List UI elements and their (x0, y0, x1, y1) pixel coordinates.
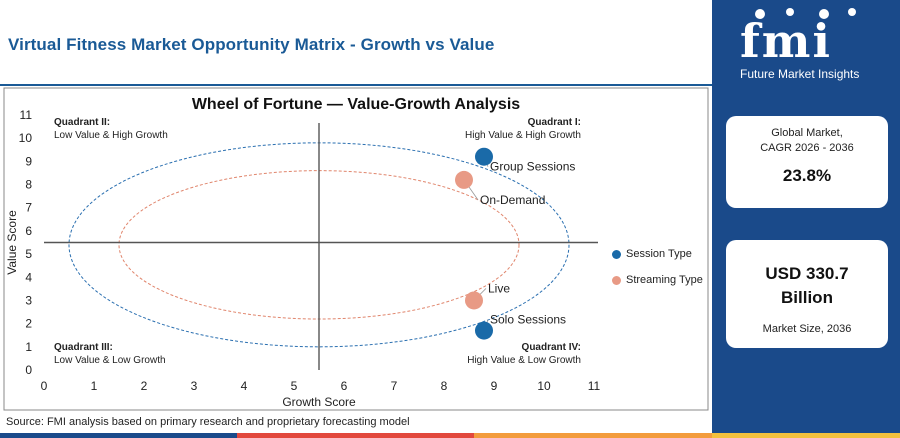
cagr-label-2: CAGR 2026 - 2036 (760, 142, 854, 154)
data-point-label: Live (488, 281, 510, 295)
legend-item-streaming-type: Streaming Type (612, 272, 703, 288)
x-tick-label: 0 (41, 379, 48, 393)
x-tick-label: 3 (191, 379, 198, 393)
data-point (475, 147, 493, 166)
source-note: Source: FMI analysis based on primary re… (6, 416, 410, 428)
market-size-value-2: Billion (781, 288, 833, 307)
side-panel (712, 0, 900, 433)
data-point-label: Solo Sessions (490, 313, 566, 327)
y-tick-label: 11 (20, 108, 33, 122)
bar-segment-4 (712, 433, 900, 438)
x-tick-label: 4 (241, 379, 248, 393)
cagr-value: 23.8% (782, 166, 832, 185)
scatter-plot: 0 1 2 3 4 5 6 7 8 9 10 11 0 1 2 3 4 5 6 7 8 9 10 11 Growth Score… (3, 87, 709, 411)
y-tick-label: 4 (25, 270, 32, 284)
quadrant-ii-label: Quadrant II: Low Value & High Growth (54, 116, 168, 142)
page-title: Virtual Fitness Market Opportunity Matri… (8, 35, 495, 54)
market-size-value-1: USD 330.7 (765, 264, 849, 283)
legend-label-streaming: Streaming Type (626, 274, 703, 286)
quadrant-iv-desc: High Value & Low Growth (467, 355, 581, 366)
x-tick-label: 6 (341, 379, 348, 393)
y-tick-label: 5 (25, 247, 32, 261)
legend-label-session: Session Type (626, 248, 692, 260)
bottom-color-bar (0, 433, 900, 438)
quadrant-ii-title: Quadrant II: (54, 117, 111, 128)
x-tick-label: 11 (588, 379, 601, 393)
quadrant-i-desc: High Value & High Growth (465, 130, 581, 141)
quadrant-iv-title: Quadrant IV: (521, 342, 581, 353)
quadrant-i-label: Quadrant I: High Value & High Growth (438, 116, 581, 142)
fmi-logo-icon (755, 8, 856, 19)
bar-segment-2 (237, 433, 474, 438)
quadrant-ii-desc: Low Value & High Growth (54, 130, 168, 141)
x-tick-label: 9 (491, 379, 498, 393)
y-tick-label: 0 (25, 363, 32, 377)
y-tick-label: 6 (25, 224, 32, 238)
cagr-label-1: Global Market, (771, 127, 843, 139)
data-point-label: Group Sessions (490, 160, 575, 174)
logo-wordmark: fmi (740, 14, 832, 68)
data-point (475, 321, 493, 340)
quadrant-i-title: Quadrant I: (527, 117, 581, 128)
chart-legend: Session Type Streaming Type (612, 246, 703, 298)
data-point (465, 291, 483, 310)
y-tick-label: 8 (25, 178, 32, 192)
legend-marker-streaming (612, 275, 621, 285)
chart-title: Wheel of Fortune — Value-Growth Analysis (191, 96, 521, 113)
y-tick-label: 2 (25, 317, 32, 331)
market-size-label: Market Size, 2036 (762, 323, 852, 335)
data-point (455, 170, 473, 189)
quadrant-iii-desc: Low Value & Low Growth (54, 355, 166, 366)
header-divider (0, 84, 712, 86)
x-tick-label: 7 (391, 379, 398, 393)
y-axis-label: Value Score (5, 210, 19, 275)
quadrant-iv-label: Quadrant IV: High Value & Low Growth (438, 341, 581, 367)
x-tick-label: 5 (291, 379, 298, 393)
x-tick-label: 2 (141, 379, 148, 393)
data-point-label: On-Demand (480, 193, 545, 207)
y-tick-label: 9 (25, 154, 32, 168)
y-tick-label: 10 (19, 131, 33, 145)
legend-marker-session (612, 249, 621, 259)
x-axis-label: Growth Score (282, 395, 356, 409)
y-tick-label: 1 (25, 340, 32, 354)
market-size-card: USD 330.7 Billion Market Size, 2036 (726, 240, 888, 348)
chart-frame (3, 87, 709, 411)
legend-item-session-type: Session Type (612, 246, 703, 262)
quadrant-iii-title: Quadrant III: (54, 342, 113, 353)
x-tick-label: 8 (441, 379, 448, 393)
y-tick-label: 7 (25, 201, 32, 215)
quadrant-iii-label: Quadrant III: Low Value & Low Growth (54, 341, 166, 367)
x-tick-label: 10 (537, 379, 551, 393)
bar-segment-3 (474, 433, 712, 438)
logo-tagline: Future Market Insights (740, 67, 860, 81)
x-tick-label: 1 (91, 379, 98, 393)
y-tick-label: 3 (25, 293, 32, 307)
bar-segment-1 (0, 433, 237, 438)
cagr-card: Global Market, CAGR 2026 - 2036 23.8% (726, 116, 888, 208)
